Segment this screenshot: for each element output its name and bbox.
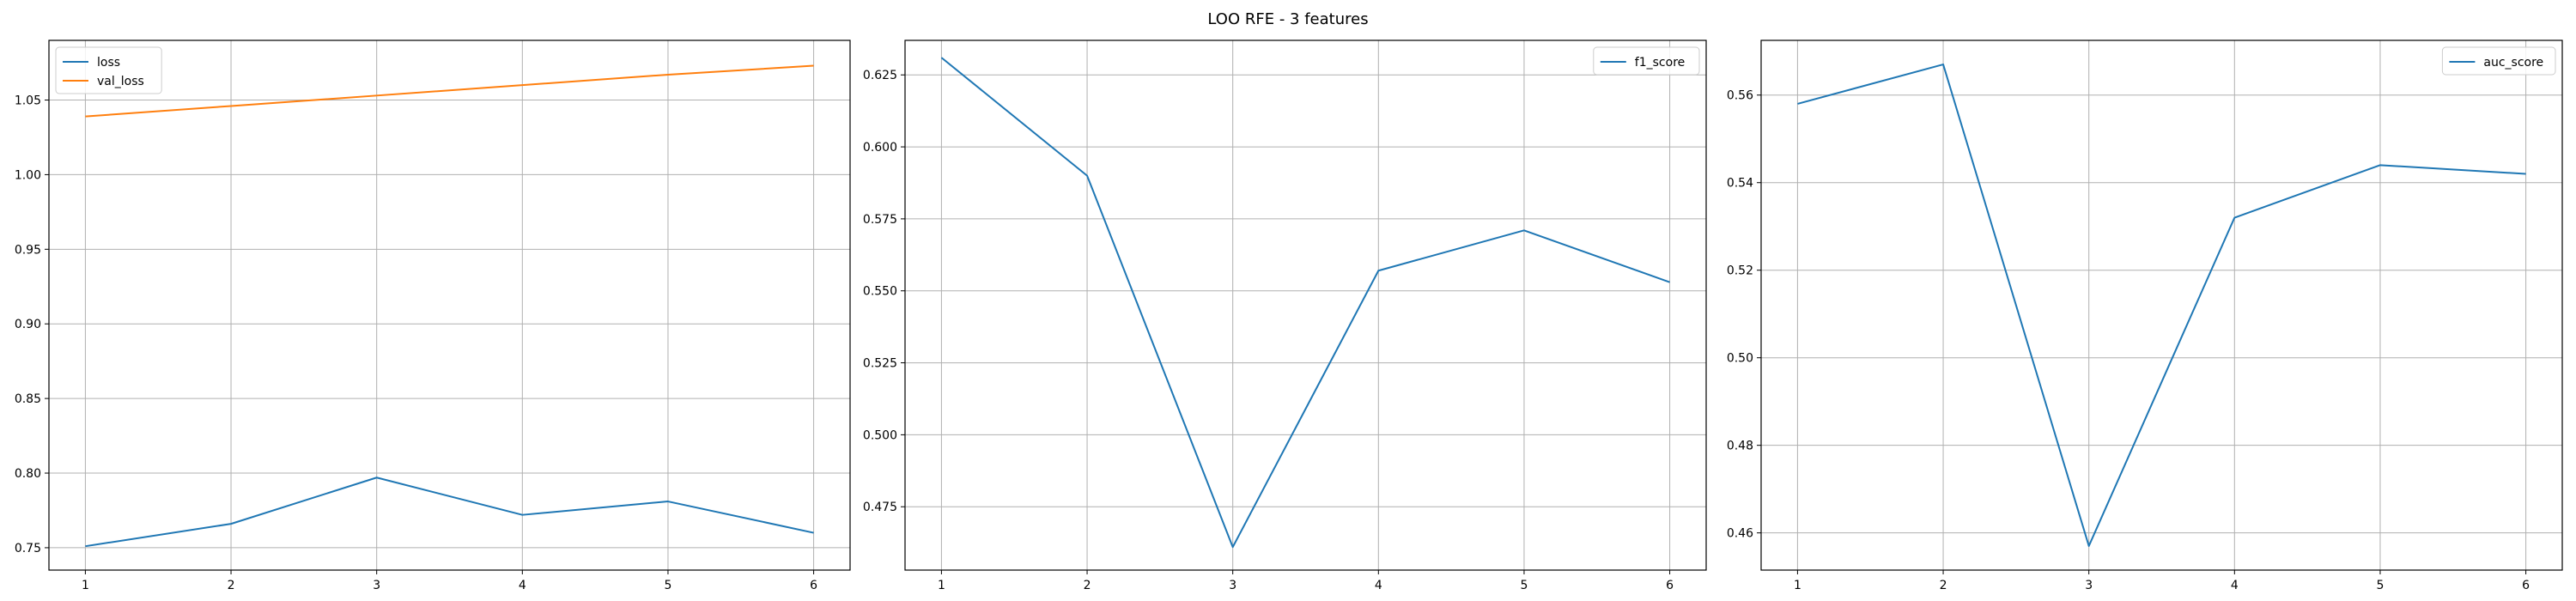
x-tick-label: 1 [82, 579, 89, 592]
y-tick-label: 0.50 [1727, 352, 1753, 366]
chart-panel: 1 2 3 4 5 6 0.46 0.48 0.50 0.52 0.54 0.56 auc_score [1727, 39, 2563, 592]
figure-title: LOO RFE - 3 features [1207, 10, 1368, 28]
x-tick-label: 3 [1229, 579, 1236, 592]
x-tick-label: 4 [2231, 579, 2239, 592]
x-tick-label: 6 [810, 579, 817, 592]
legend: loss val_loss [55, 46, 162, 94]
y-tick-label: 0.85 [15, 392, 41, 406]
y-tick-label: 0.54 [1727, 177, 1753, 191]
axes-frame [1760, 39, 2563, 571]
axes-frame [48, 39, 851, 571]
x-tick-label: 6 [1666, 579, 1674, 592]
y-tick-label: 0.52 [1727, 264, 1753, 278]
series-line-auc_score [1797, 64, 2526, 547]
legend-box [1593, 46, 1700, 76]
x-tick-label: 1 [938, 579, 945, 592]
x-tick-label: 5 [2376, 579, 2384, 592]
x-tick-label: 4 [1375, 579, 1382, 592]
chart-panel: 1 2 3 4 5 6 0.475 0.500 0.525 0.550 0.575 0.600 0.62… [863, 39, 1707, 592]
y-tick-label: 0.625 [863, 69, 897, 82]
x-tick-label: 6 [2522, 579, 2530, 592]
y-tick-label: 0.550 [863, 285, 897, 299]
legend-label: f1_score [1635, 56, 1685, 70]
legend-label: loss [97, 56, 120, 70]
series-line-val_loss [85, 64, 814, 118]
y-tick-label: 0.600 [863, 141, 897, 155]
x-tick-label: 5 [1520, 579, 1528, 592]
y-tick-label: 0.90 [15, 318, 41, 331]
y-tick-label: 0.75 [15, 542, 41, 555]
chart-panel: 1 2 3 4 5 6 0.75 0.80 0.85 0.90 0.95 1.00 1.05 loss va… [15, 39, 851, 592]
y-tick-label: 0.46 [1727, 527, 1753, 541]
x-tick-label: 4 [519, 579, 526, 592]
axes-frame [904, 39, 1707, 571]
y-tick-label: 0.80 [15, 467, 41, 481]
y-tick-label: 0.500 [863, 428, 897, 442]
x-tick-label: 1 [1794, 579, 1801, 592]
y-tick-label: 1.00 [15, 168, 41, 182]
legend-label: auc_score [2483, 56, 2543, 70]
y-tick-label: 0.525 [863, 357, 897, 371]
x-tick-label: 3 [2085, 579, 2093, 592]
x-tick-label: 2 [1084, 579, 1091, 592]
x-tick-label: 5 [664, 579, 671, 592]
chart-panels: 1 2 3 4 5 6 0.75 0.80 0.85 0.90 0.95 1.00 1.05 loss va… [15, 39, 2563, 592]
series-line-loss [85, 477, 814, 548]
legend-box [55, 46, 162, 94]
y-tick-label: 0.56 [1727, 89, 1753, 103]
legend-label: val_loss [97, 75, 144, 88]
y-tick-label: 0.475 [863, 501, 897, 514]
y-tick-label: 1.05 [15, 94, 41, 108]
y-tick-label: 0.48 [1727, 440, 1753, 453]
legend-box [2441, 46, 2556, 76]
legend: auc_score [2441, 46, 2556, 76]
x-tick-label: 2 [228, 579, 235, 592]
legend: f1_score [1593, 46, 1700, 76]
y-tick-label: 0.95 [15, 243, 41, 257]
y-tick-label: 0.575 [863, 213, 897, 227]
series-line-f1_score [940, 57, 1670, 549]
x-tick-label: 3 [373, 579, 380, 592]
x-tick-label: 2 [1940, 579, 1947, 592]
